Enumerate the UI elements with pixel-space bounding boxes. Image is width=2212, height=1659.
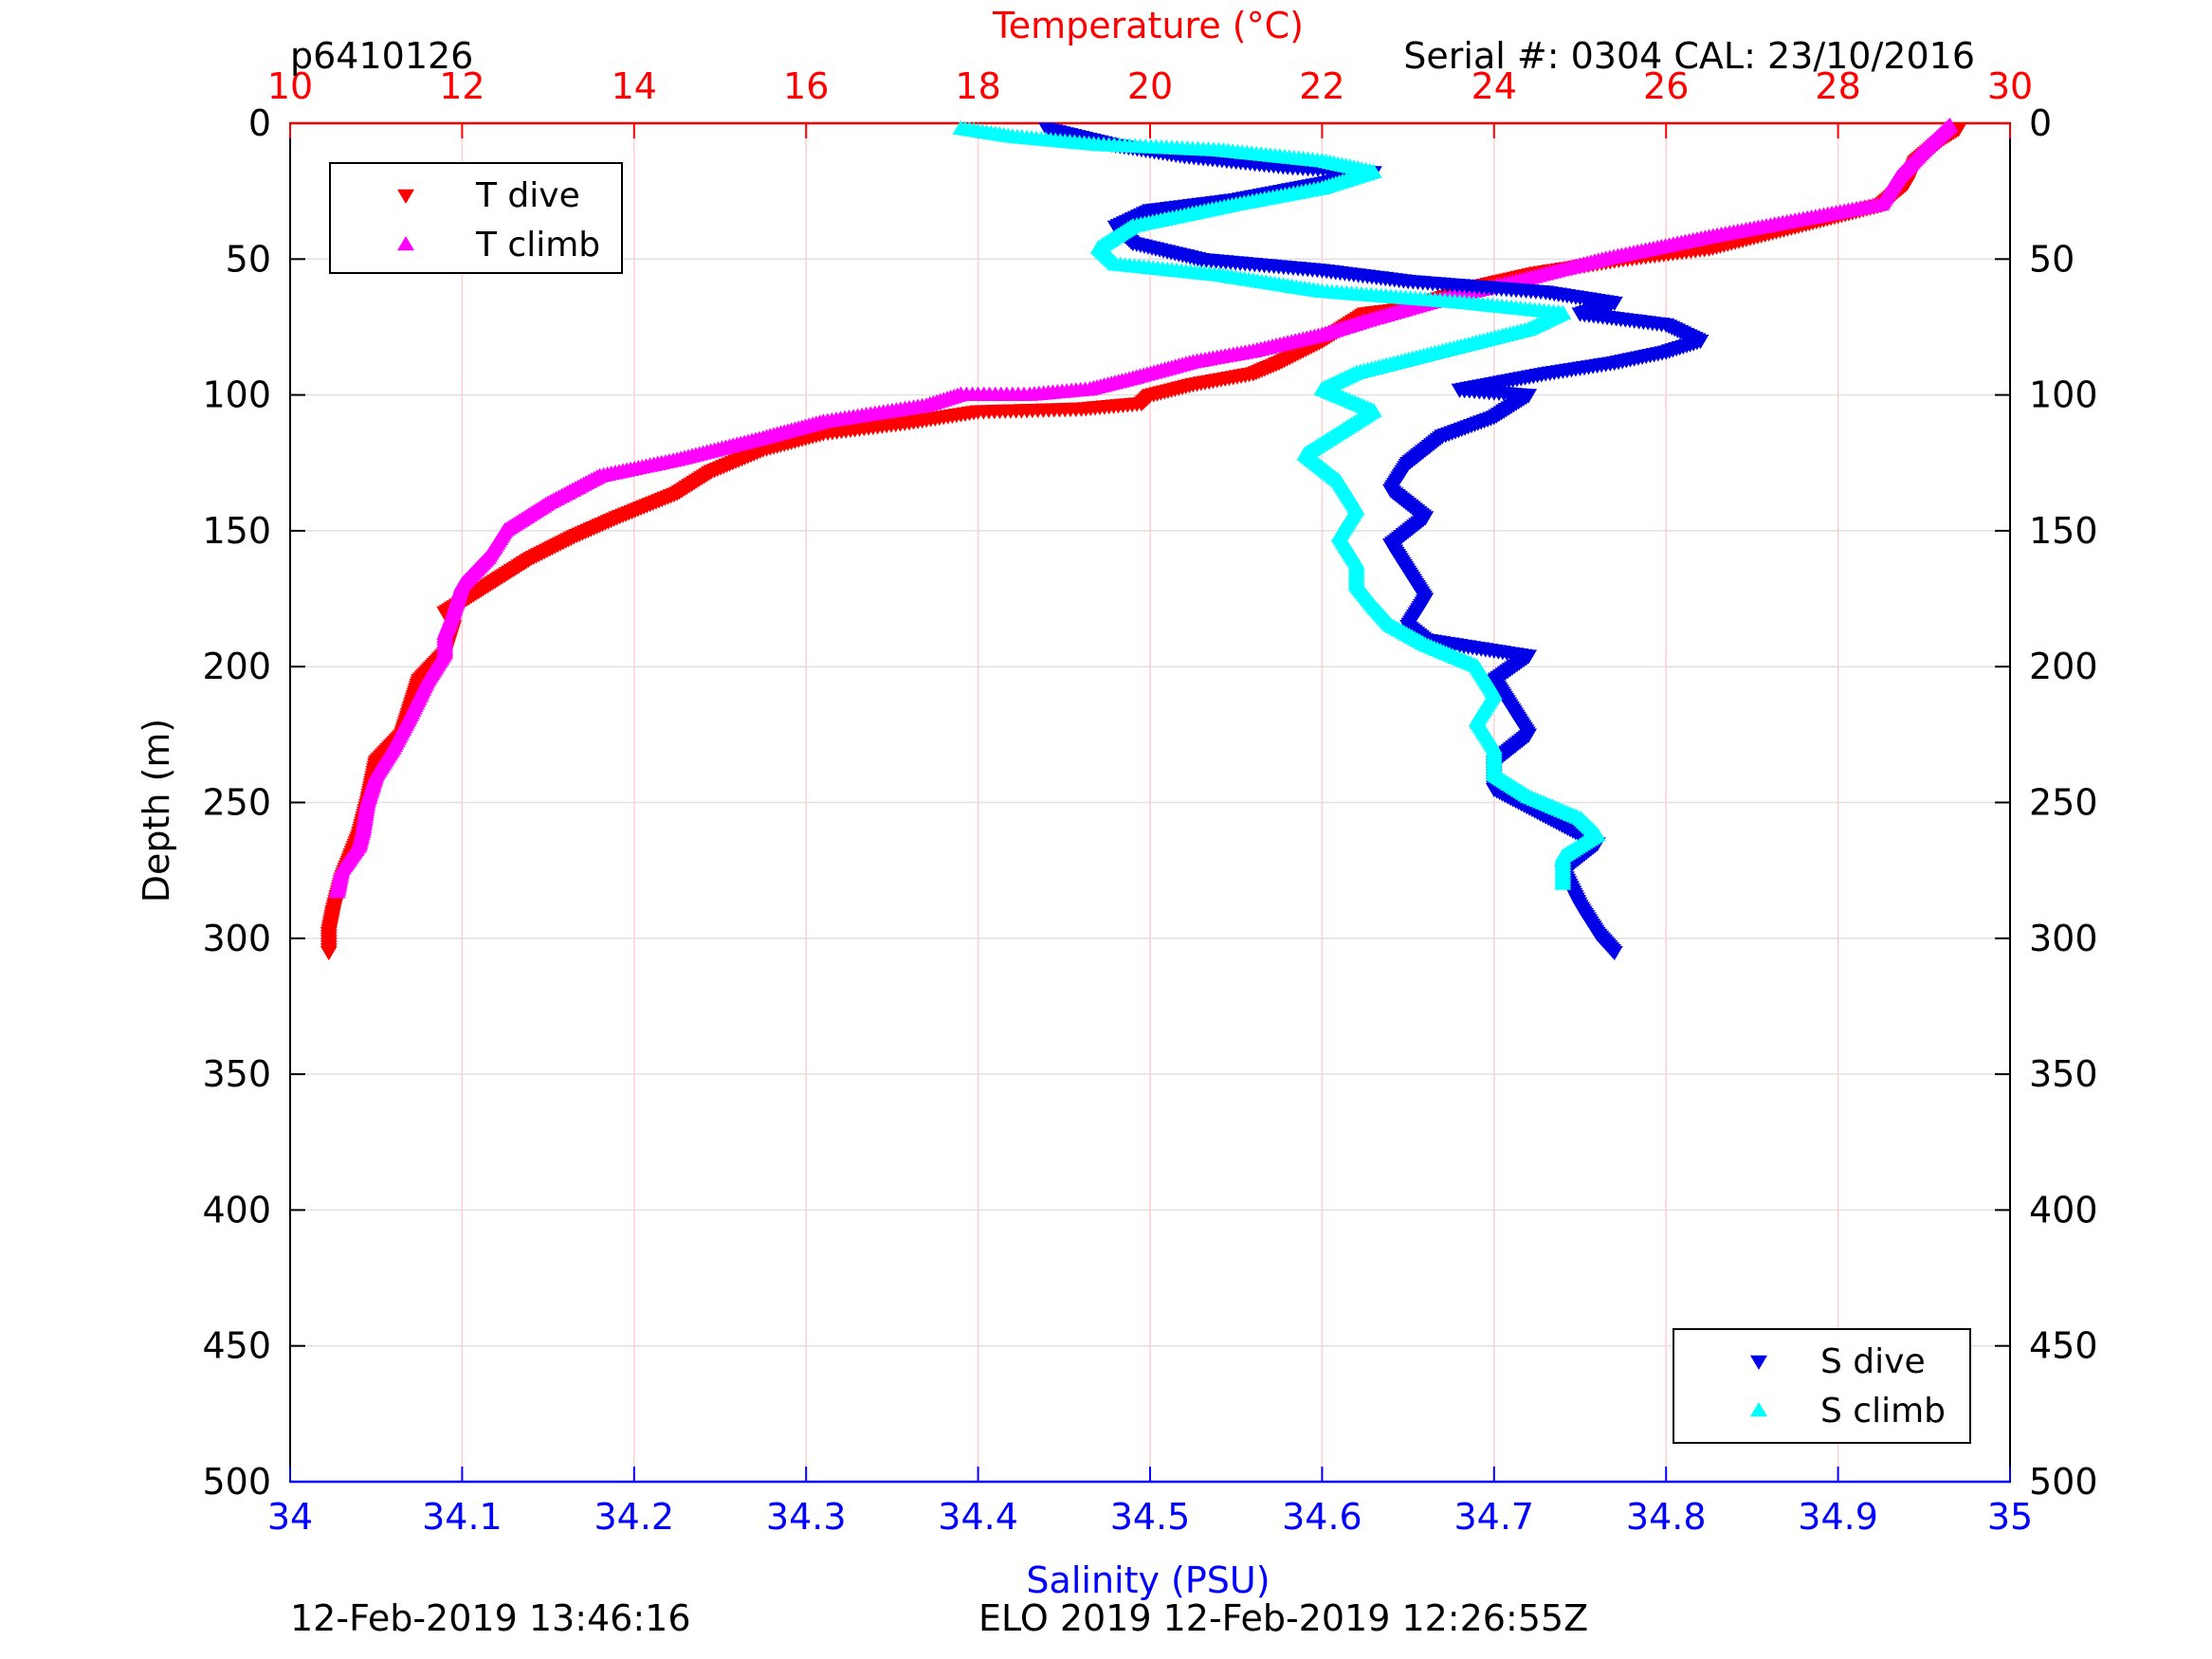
- t-climb-marker: [328, 884, 346, 899]
- depth-tick-label-right: 100: [2029, 374, 2098, 416]
- legend-s-dive-label: S dive: [1820, 1342, 1926, 1381]
- temperature-tick-label: 28: [1815, 65, 1860, 107]
- salinity-tick-label: 34: [267, 1496, 313, 1538]
- depth-tick-label-right: 0: [2029, 102, 2052, 144]
- temperature-tick-label: 30: [1987, 65, 2033, 107]
- depth-tick-label-right: 300: [2029, 918, 2098, 959]
- temperature-tick-label: 16: [783, 65, 829, 107]
- legend-salinity: S dive S climb: [1673, 1328, 1971, 1444]
- temperature-tick-label: 14: [612, 65, 657, 107]
- footer-timestamp: 12-Feb-2019 13:46:16: [290, 1597, 691, 1639]
- depth-tick-label-left: 200: [202, 646, 271, 687]
- bottom-axis-title: Salinity (PSU): [1026, 1559, 1270, 1601]
- depth-tick-label-left: 300: [202, 918, 271, 959]
- s-dive-marker: [1605, 945, 1623, 961]
- temperature-tick-label: 20: [1127, 65, 1173, 107]
- depth-tick-label-right: 250: [2029, 782, 2098, 824]
- t-dive-marker: [320, 945, 338, 961]
- depth-tick-label-left: 350: [202, 1053, 271, 1095]
- temperature-tick-label: 24: [1472, 65, 1517, 107]
- salinity-tick-label: 34.9: [1798, 1496, 1878, 1538]
- y-axis-title: Depth (m): [136, 719, 177, 903]
- depth-tick-label-left: 400: [202, 1189, 271, 1231]
- depth-tick-label-left: 50: [226, 238, 271, 280]
- salinity-tick-label: 34.4: [938, 1496, 1018, 1538]
- depth-tick-label-left: 150: [202, 510, 271, 552]
- temperature-tick-label: 18: [955, 65, 1000, 107]
- data-markers: [320, 117, 1967, 961]
- salinity-tick-label: 34.1: [422, 1496, 503, 1538]
- temperature-tick-label: 12: [439, 65, 484, 107]
- series-s-climb: [952, 119, 1606, 890]
- salinity-tick-label: 34.2: [594, 1496, 674, 1538]
- footer-mission-info: ELO 2019 12-Feb-2019 12:26:55Z: [978, 1597, 1588, 1639]
- temperature-tick-label: 10: [267, 65, 313, 107]
- serial-calibration: Serial #: 0304 CAL: 23/10/2016: [1403, 35, 1975, 77]
- legend-t-climb-marker: [397, 236, 414, 251]
- depth-tick-label-right: 200: [2029, 646, 2098, 687]
- legend-s-dive-marker: [1750, 1355, 1767, 1370]
- depth-tick-label-left: 100: [202, 374, 271, 416]
- axes: 0 0 50 50 100 100 150 150 200 200 250 250 300 300 350 3…: [202, 65, 2097, 1538]
- depth-tick-label-right: 350: [2029, 1053, 2098, 1095]
- profile-id: p6410126: [290, 35, 473, 77]
- salinity-tick-label: 34.7: [1453, 1496, 1534, 1538]
- legend-temperature-box: [329, 162, 623, 274]
- depth-tick-label-right: 150: [2029, 510, 2098, 552]
- depth-tick-label-right: 450: [2029, 1325, 2098, 1367]
- top-axis-title: Temperature (°C): [992, 5, 1304, 46]
- depth-tick-label-right: 50: [2029, 238, 2075, 280]
- salinity-tick-label: 34.3: [766, 1496, 847, 1538]
- salinity-tick-label: 34.6: [1282, 1496, 1362, 1538]
- temperature-tick-label: 26: [1643, 65, 1689, 107]
- legend-s-climb-marker: [1750, 1402, 1767, 1417]
- depth-tick-label-left: 0: [248, 102, 271, 144]
- legend-t-climb-label: T climb: [475, 226, 600, 264]
- salinity-tick-label: 35: [1987, 1496, 2033, 1538]
- depth-tick-label-right: 400: [2029, 1189, 2098, 1231]
- depth-tick-label-left: 250: [202, 782, 271, 824]
- series-t-climb: [328, 117, 1959, 899]
- temperature-tick-label: 22: [1299, 65, 1344, 107]
- legend-t-dive-label: T dive: [475, 176, 580, 215]
- legend-s-climb-label: S climb: [1820, 1392, 1946, 1431]
- depth-tick-label-right: 500: [2029, 1461, 2098, 1503]
- legend-salinity-box: [1673, 1328, 1971, 1444]
- s-climb-marker: [1554, 875, 1572, 890]
- depth-tick-label-left: 450: [202, 1325, 271, 1367]
- legend-temperature: T dive T climb: [329, 162, 623, 274]
- salinity-tick-label: 34.8: [1626, 1496, 1707, 1538]
- depth-tick-label-left: 500: [202, 1461, 271, 1503]
- legend-t-dive-marker: [397, 189, 414, 204]
- salinity-tick-label: 34.5: [1110, 1496, 1191, 1538]
